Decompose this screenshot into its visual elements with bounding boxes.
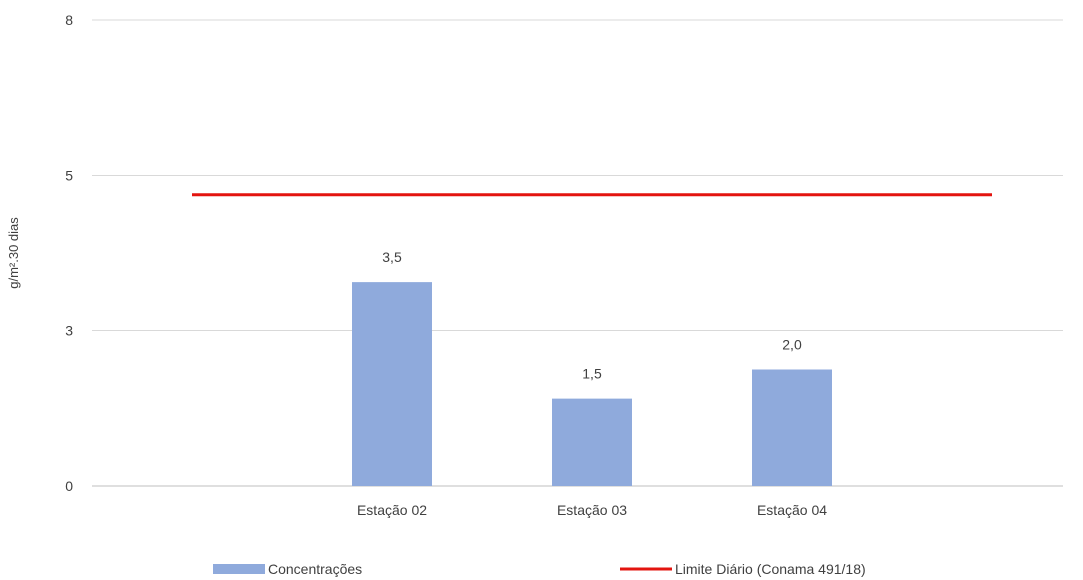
y-tick-label: 5 (65, 168, 73, 184)
legend: Concentrações Limite Diário (Conama 491/… (213, 561, 866, 577)
y-tick-label: 8 (65, 12, 73, 28)
data-label: 2,0 (782, 337, 802, 353)
legend-label-limite: Limite Diário (Conama 491/18) (675, 561, 866, 577)
data-label: 3,5 (382, 249, 402, 265)
bar (552, 398, 632, 486)
y-axis-tick-labels: 0 3 5 8 (65, 12, 73, 494)
x-axis-category-labels: Estação 02 Estação 03 Estação 04 (357, 502, 827, 518)
bar (352, 282, 432, 486)
y-tick-label: 0 (65, 478, 73, 494)
x-category-label: Estação 04 (757, 502, 827, 518)
x-category-label: Estação 02 (357, 502, 427, 518)
legend-swatch-concentracoes (213, 564, 265, 574)
y-axis-title: g/m².30 dias (6, 217, 21, 289)
bar-series: 3,5 1,5 2,0 (352, 249, 832, 486)
x-category-label: Estação 03 (557, 502, 627, 518)
y-tick-label: 3 (65, 322, 73, 338)
bar (752, 369, 832, 486)
data-label: 1,5 (582, 366, 602, 382)
legend-label-concentracoes: Concentrações (268, 561, 362, 577)
